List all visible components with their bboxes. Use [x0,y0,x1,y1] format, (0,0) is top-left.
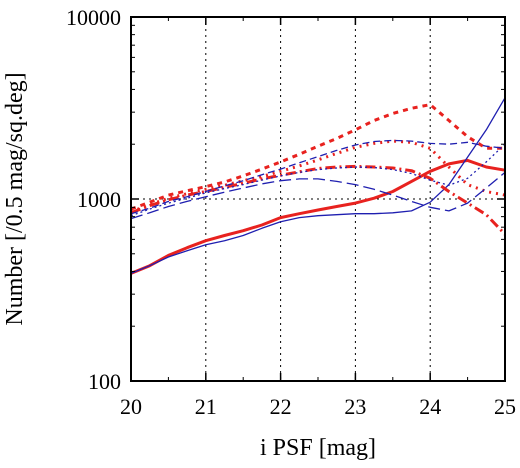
series-line-8 [130,171,506,220]
y-tick-label: 10000 [66,5,121,30]
x-tick-label: 25 [494,394,516,419]
y-tick-label: 100 [88,369,121,394]
axis-ticks: 20 21 22 23 24 25 100 1000 10000 [66,5,516,419]
series-line-2 [130,97,506,275]
x-tick-label: 23 [344,394,366,419]
y-tick-label: 1000 [77,187,121,212]
y-axis-title: Number [/0.5 mag/sq.deg] [2,72,28,325]
series-line-3 [130,103,505,211]
x-tick-label: 24 [419,394,441,419]
grid-lines [131,17,505,381]
x-tick-label: 22 [270,394,292,419]
series-line-5 [130,164,507,236]
x-axis-title: i PSF [mag] [260,435,376,461]
series-line-1 [130,158,506,275]
x-tick-label: 20 [120,394,142,419]
series-lines [130,97,507,275]
series-line-6 [130,139,506,215]
x-tick-label: 21 [195,394,217,419]
series-line-7 [130,143,506,217]
